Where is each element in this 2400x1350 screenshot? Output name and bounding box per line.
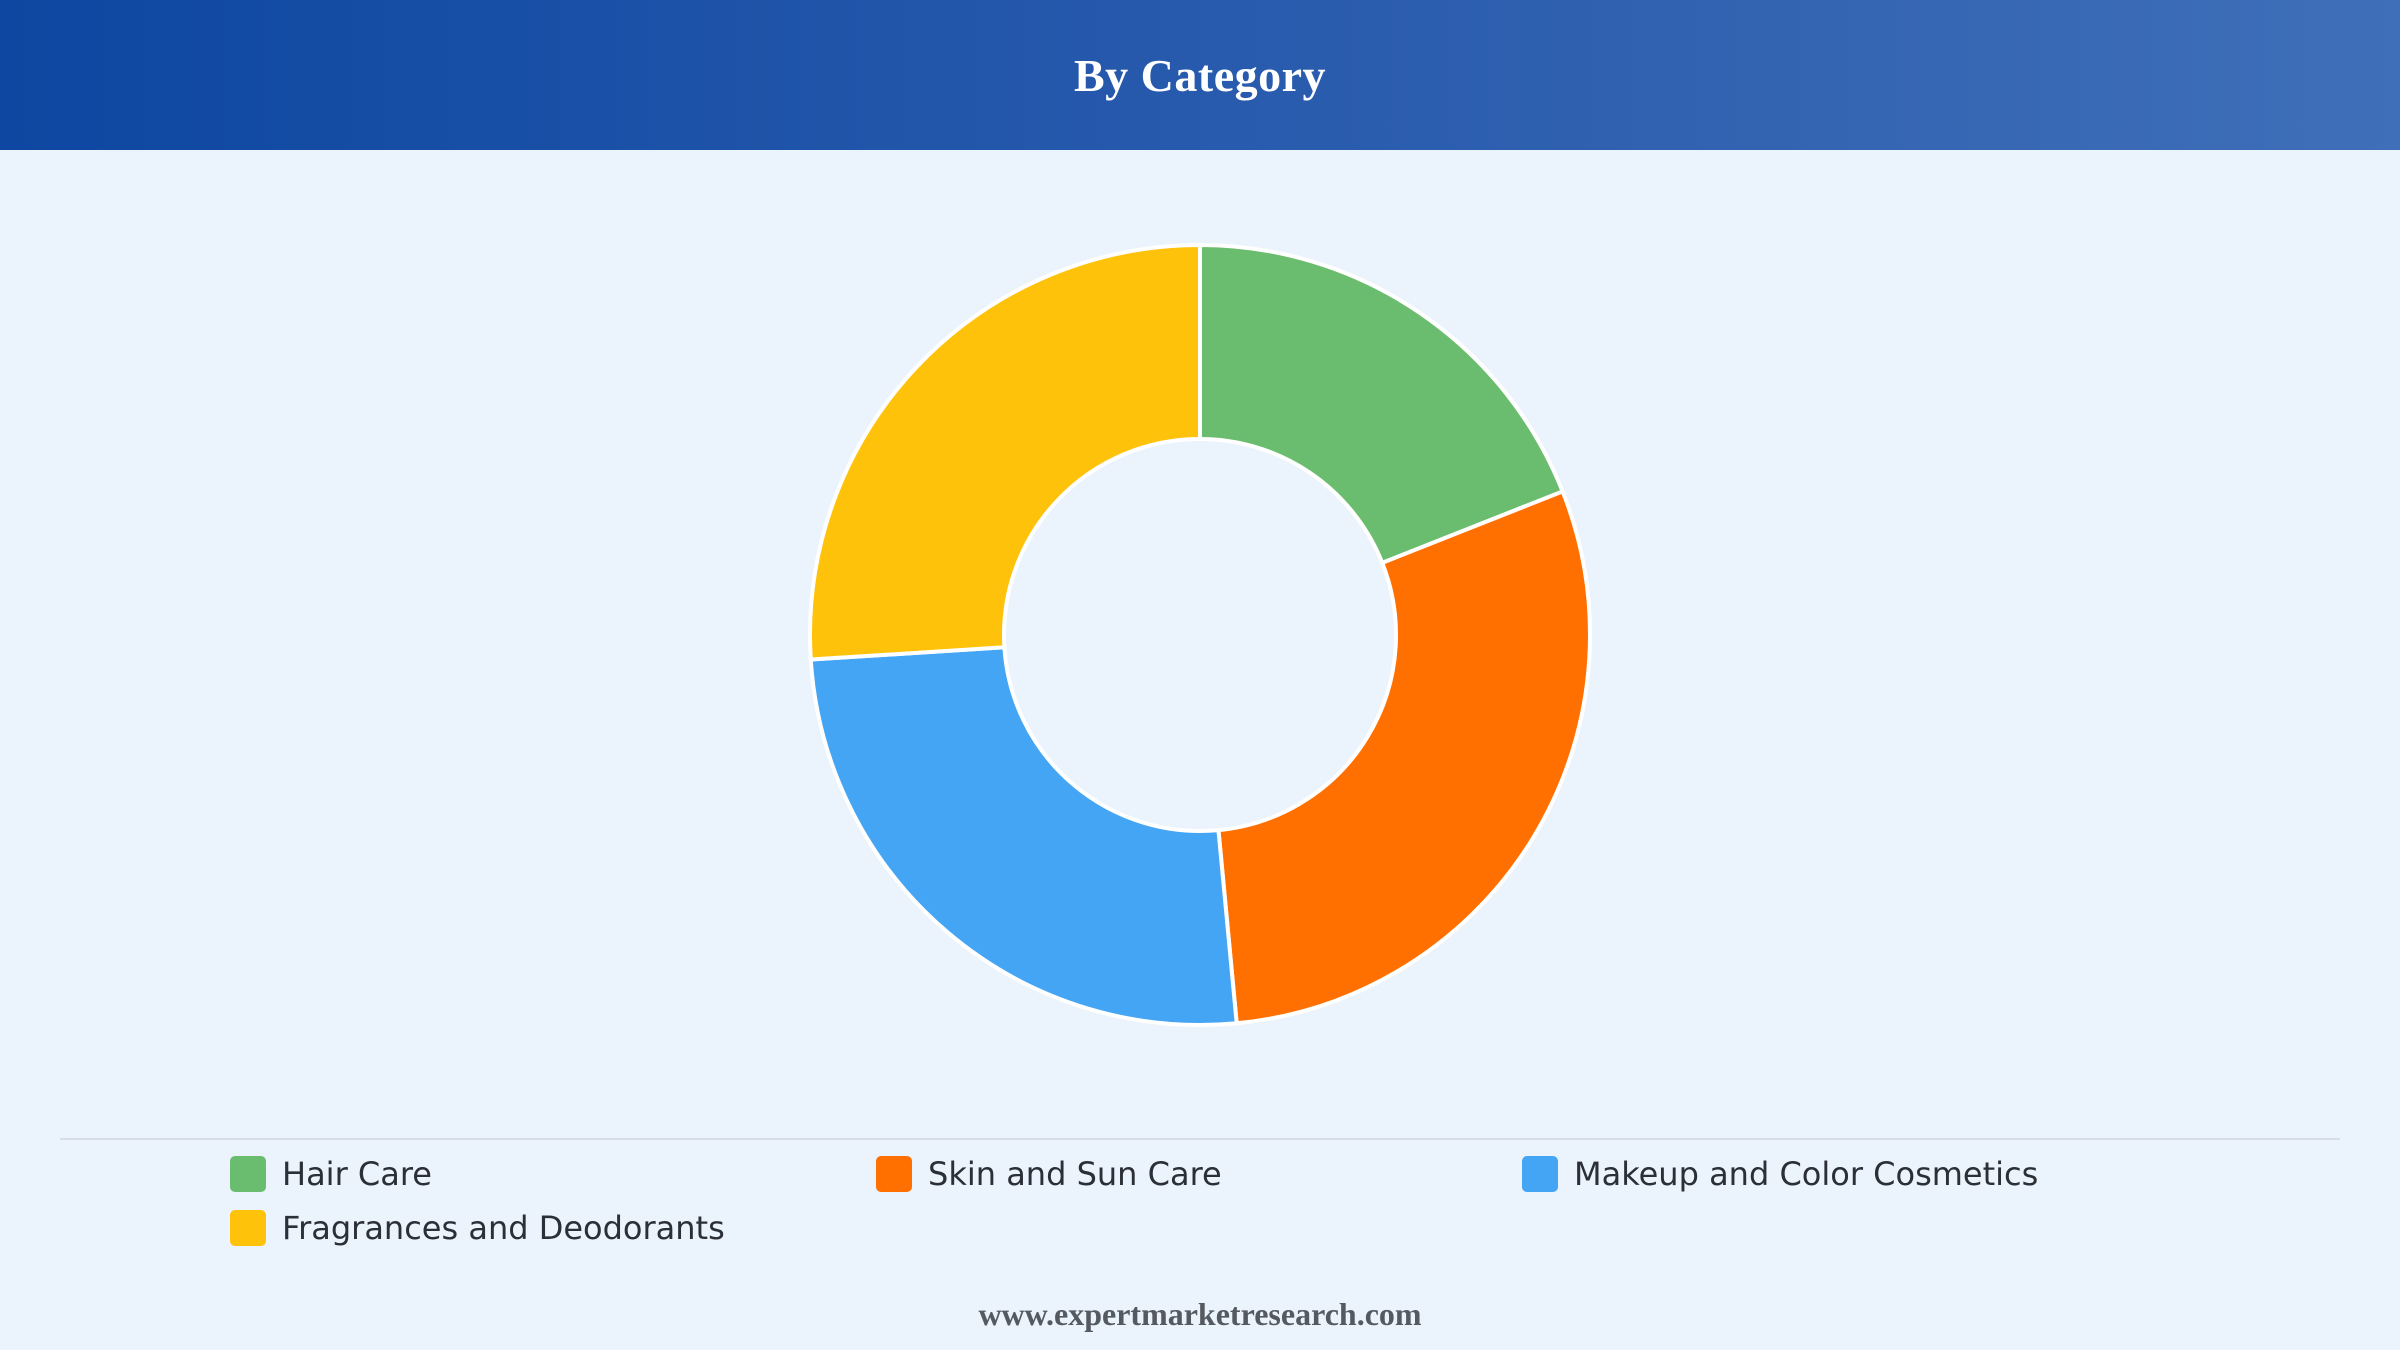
legend-divider bbox=[60, 1138, 2340, 1140]
source-url: www.expertmarketresearch.com bbox=[978, 1296, 1422, 1332]
chart-title: By Category bbox=[1073, 49, 1327, 101]
donut-slice-hair-care[interactable] bbox=[1198, 243, 1565, 565]
legend-item-fragrances-and-deodorants[interactable]: Fragrances and Deodorants bbox=[230, 1209, 876, 1247]
donut-slice-makeup-and-color-cosmetics[interactable] bbox=[808, 645, 1239, 1027]
legend-item-skin-and-sun-care[interactable]: Skin and Sun Care bbox=[876, 1155, 1522, 1193]
legend-label: Makeup and Color Cosmetics bbox=[1574, 1155, 2039, 1193]
legend-label: Hair Care bbox=[282, 1155, 432, 1193]
chart-header: By Category bbox=[0, 0, 2400, 150]
legend-item-hair-care[interactable]: Hair Care bbox=[230, 1155, 876, 1193]
legend-swatch bbox=[230, 1156, 266, 1192]
chart-legend: Hair Care Skin and Sun Care Makeup and Col… bbox=[230, 1155, 2190, 1247]
legend-swatch bbox=[876, 1156, 912, 1192]
legend-swatch bbox=[230, 1210, 266, 1246]
legend-label: Skin and Sun Care bbox=[928, 1155, 1222, 1193]
donut-slice-fragrances-and-deodorants[interactable] bbox=[808, 243, 1202, 662]
donut-chart-area bbox=[0, 150, 2400, 1130]
donut-slice-skin-and-sun-care[interactable] bbox=[1216, 489, 1592, 1026]
legend-swatch bbox=[1522, 1156, 1558, 1192]
legend-label: Fragrances and Deodorants bbox=[282, 1209, 725, 1247]
donut-chart bbox=[808, 243, 1592, 1027]
legend-item-makeup-and-color-cosmetics[interactable]: Makeup and Color Cosmetics bbox=[1522, 1155, 2168, 1193]
